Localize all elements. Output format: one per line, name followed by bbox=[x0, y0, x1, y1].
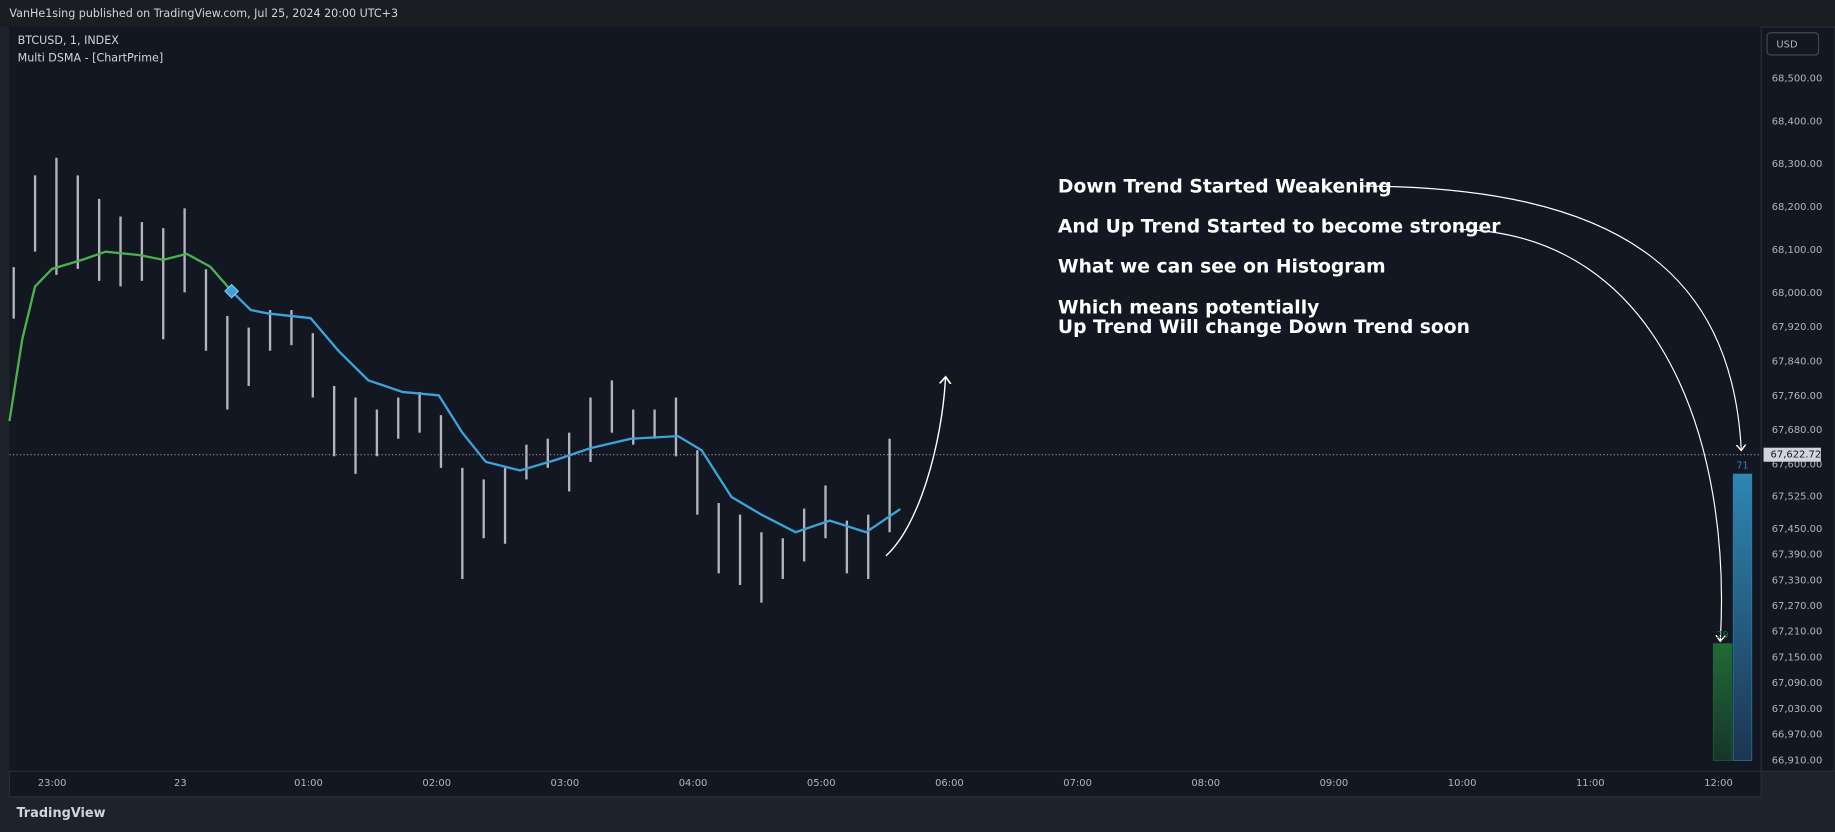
last-price-label: 67,622.72 bbox=[1771, 450, 1822, 461]
y-tick-label: 68,000.00 bbox=[1772, 288, 1823, 299]
y-tick-label: 67,030.00 bbox=[1772, 704, 1823, 715]
x-tick-label: 08:00 bbox=[1191, 778, 1220, 789]
header-text: VanHe1sing published on TradingView.com,… bbox=[9, 7, 398, 20]
annotation: Which means potentially bbox=[1058, 297, 1319, 318]
y-tick-label: 68,200.00 bbox=[1772, 202, 1823, 213]
indicator-name: Multi DSMA - [ChartPrime] bbox=[18, 52, 164, 65]
y-tick-label: 67,920.00 bbox=[1772, 322, 1823, 333]
x-tick-label: 09:00 bbox=[1320, 778, 1349, 789]
time-axis bbox=[8, 770, 1762, 798]
x-tick-label: 04:00 bbox=[679, 778, 708, 789]
annotation: What we can see on Histogram bbox=[1058, 256, 1386, 277]
y-tick-label: 67,210.00 bbox=[1772, 627, 1823, 638]
arrow bbox=[885, 377, 946, 557]
histogram-label: 71 bbox=[1737, 460, 1749, 471]
x-tick-label: 10:00 bbox=[1448, 778, 1477, 789]
y-tick-label: 68,400.00 bbox=[1772, 116, 1823, 127]
histogram-bar bbox=[1732, 473, 1753, 761]
y-tick-label: 67,760.00 bbox=[1772, 391, 1823, 402]
y-tick-label: 67,330.00 bbox=[1772, 575, 1823, 586]
price-axis bbox=[1760, 26, 1835, 772]
histogram-label: 29 bbox=[1717, 630, 1729, 641]
x-tick-label: 11:00 bbox=[1576, 778, 1605, 789]
arrow bbox=[1459, 228, 1721, 641]
annotation: Down Trend Started Weakening bbox=[1058, 177, 1392, 198]
y-tick-label: 67,680.00 bbox=[1772, 425, 1823, 436]
x-tick-label: 02:00 bbox=[422, 778, 451, 789]
last-price-box bbox=[1763, 447, 1821, 462]
dsma-line bbox=[8, 250, 233, 422]
y-tick-label: 68,500.00 bbox=[1772, 73, 1823, 84]
y-tick-label: 67,270.00 bbox=[1772, 601, 1823, 612]
arrow bbox=[1363, 185, 1741, 450]
footer-logo: TradingView bbox=[16, 806, 105, 821]
x-tick-label: 01:00 bbox=[294, 778, 323, 789]
annotation: Up Trend Will change Down Trend soon bbox=[1058, 317, 1470, 338]
y-tick-label: 67,390.00 bbox=[1772, 550, 1823, 561]
y-tick-label: 67,840.00 bbox=[1772, 356, 1823, 367]
x-tick-label: 23 bbox=[174, 778, 187, 789]
y-tick-label: 67,600.00 bbox=[1772, 459, 1823, 470]
x-tick-label: 12:00 bbox=[1704, 778, 1733, 789]
x-tick-label: 06:00 bbox=[935, 778, 964, 789]
symbol: BTCUSD, 1, INDEX bbox=[18, 34, 120, 47]
plot-area bbox=[9, 26, 1762, 772]
y-tick-label: 67,150.00 bbox=[1772, 652, 1823, 663]
x-tick-label: 05:00 bbox=[807, 778, 836, 789]
currency-box[interactable] bbox=[1766, 32, 1820, 56]
y-tick-label: 67,525.00 bbox=[1772, 492, 1823, 503]
signal-marker bbox=[224, 283, 240, 299]
header-bar bbox=[0, 0, 1835, 27]
x-tick-label: 23:00 bbox=[38, 778, 67, 789]
histogram-bar bbox=[1712, 643, 1733, 761]
y-tick-label: 68,300.00 bbox=[1772, 159, 1823, 170]
annotation: And Up Trend Started to become stronger bbox=[1058, 217, 1501, 238]
x-tick-label: 07:00 bbox=[1063, 778, 1092, 789]
dsma-line bbox=[230, 290, 901, 534]
y-tick-label: 66,970.00 bbox=[1772, 730, 1823, 741]
marks: 68,500.00 68,400.00 68,300.00 68,200.00 68,1… bbox=[8, 73, 1823, 789]
x-tick-label: 03:00 bbox=[551, 778, 580, 789]
y-tick-label: 67,450.00 bbox=[1772, 524, 1823, 535]
y-tick-label: 66,910.00 bbox=[1772, 755, 1823, 766]
y-tick-label: 68,100.00 bbox=[1772, 245, 1823, 256]
currency: USD bbox=[1776, 39, 1798, 50]
y-tick-label: 67,090.00 bbox=[1772, 678, 1823, 689]
